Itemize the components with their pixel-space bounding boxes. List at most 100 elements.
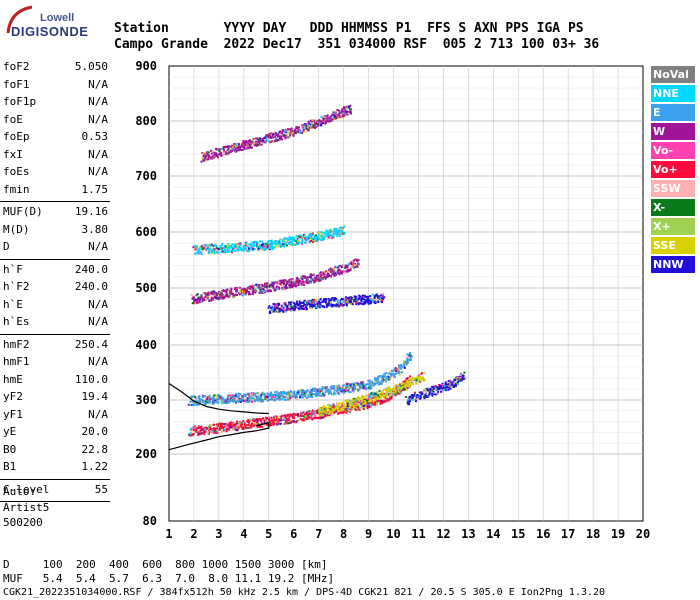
data-point <box>300 235 303 238</box>
data-point <box>358 294 361 297</box>
data-point <box>250 422 253 425</box>
data-point <box>366 301 369 304</box>
data-point <box>408 403 411 406</box>
data-point <box>323 414 326 417</box>
data-point <box>189 428 192 431</box>
data-point <box>278 310 281 313</box>
data-point <box>256 397 259 400</box>
data-point <box>447 384 450 387</box>
data-point <box>348 386 351 389</box>
data-point <box>245 143 248 146</box>
data-point <box>198 395 201 398</box>
data-point <box>311 237 314 240</box>
data-point <box>370 384 373 387</box>
data-point <box>214 295 217 298</box>
data-point <box>368 395 371 398</box>
data-point <box>299 389 302 392</box>
data-point <box>264 419 267 422</box>
data-point <box>285 420 288 423</box>
data-point <box>254 392 257 395</box>
data-point <box>251 395 254 398</box>
data-point <box>273 394 276 397</box>
data-point <box>319 239 322 242</box>
data-point <box>355 301 358 304</box>
data-point <box>333 274 336 277</box>
data-point <box>416 398 419 401</box>
data-point <box>409 375 412 378</box>
data-point <box>314 410 317 413</box>
legend-item: Vo+ <box>651 161 695 178</box>
data-point <box>313 235 316 238</box>
param-key: foF2 <box>3 60 30 73</box>
data-point <box>351 263 354 266</box>
data-point <box>386 378 389 381</box>
data-point <box>297 131 300 134</box>
data-point <box>283 308 286 311</box>
data-point <box>273 242 276 245</box>
data-point <box>287 391 290 394</box>
data-point <box>236 422 239 425</box>
data-point <box>436 392 439 395</box>
data-point <box>360 295 363 298</box>
data-point <box>274 419 277 422</box>
data-point <box>237 247 240 250</box>
data-point <box>375 392 378 395</box>
data-point <box>297 389 300 392</box>
data-point <box>257 284 260 287</box>
data-point <box>374 377 377 380</box>
data-point <box>375 382 378 385</box>
data-point <box>268 416 271 419</box>
data-point <box>237 423 240 426</box>
data-point <box>354 398 357 401</box>
data-point <box>228 150 231 153</box>
data-point <box>283 399 286 402</box>
data-point <box>293 284 296 287</box>
data-point <box>291 129 294 132</box>
data-point <box>278 241 281 244</box>
data-point <box>360 300 363 303</box>
data-point <box>189 434 192 437</box>
data-point <box>405 388 408 391</box>
data-point <box>279 309 282 312</box>
legend-item: Vo- <box>651 142 695 159</box>
data-point <box>408 354 411 357</box>
data-point <box>316 280 319 283</box>
data-point <box>192 433 195 436</box>
data-point <box>350 405 353 408</box>
data-point <box>256 396 259 399</box>
data-point <box>199 246 202 249</box>
data-point <box>342 384 345 387</box>
data-point <box>294 243 297 246</box>
data-point <box>231 421 234 424</box>
data-point <box>232 400 235 403</box>
data-point <box>231 146 234 149</box>
data-point <box>390 397 393 400</box>
auto-line-1: Artist5 <box>3 501 50 514</box>
data-point <box>257 248 260 251</box>
data-point <box>201 250 204 253</box>
data-point <box>282 279 285 282</box>
data-point <box>332 236 335 239</box>
header-line-1: Station YYYY DAY DDD HHMMSS P1 FFS S AXN… <box>114 21 584 36</box>
data-point <box>419 376 422 379</box>
data-point <box>235 426 238 429</box>
data-point <box>302 130 305 133</box>
data-point <box>371 293 374 296</box>
data-point <box>207 248 210 251</box>
data-point <box>336 115 339 118</box>
data-point <box>328 274 331 277</box>
data-point <box>301 307 304 310</box>
data-point <box>244 426 247 429</box>
data-point <box>271 281 274 284</box>
data-point <box>272 282 275 285</box>
data-point <box>236 249 239 252</box>
data-point <box>206 396 209 399</box>
data-point <box>402 388 405 391</box>
data-point <box>270 136 273 139</box>
data-point <box>397 367 400 370</box>
data-point <box>450 381 453 384</box>
data-point <box>284 284 287 287</box>
data-point <box>234 243 237 246</box>
data-point <box>302 393 305 396</box>
data-point <box>379 383 382 386</box>
